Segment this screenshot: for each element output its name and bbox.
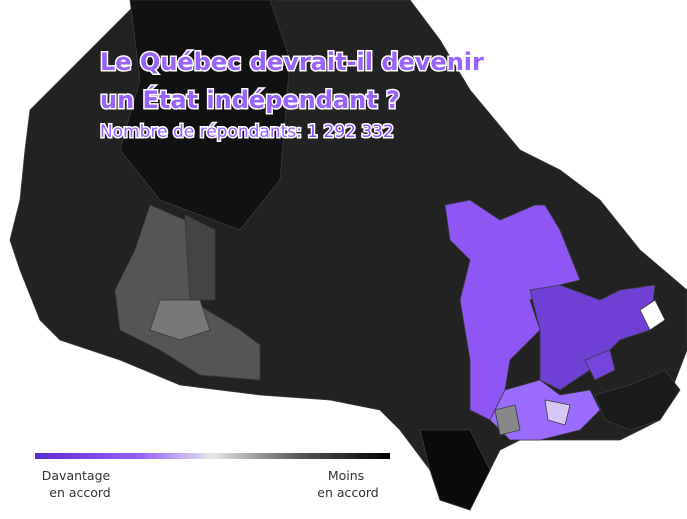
labrador-island [639,299,666,331]
title-line: un État indépendant ? [100,85,400,114]
legend-label: Moins [328,468,364,483]
ontario-south [419,429,491,511]
title-line: Le Québec devrait-il devenir [100,48,484,76]
legend-label: en accord [317,485,379,500]
subtitle: Nombre de répondants: 1 292 332 [100,122,394,142]
north-dark [119,0,291,231]
respondent-count: 1 292 332 [307,122,394,142]
subtitle-label: Nombre de répondants: [100,122,302,142]
quebec-east [529,284,656,391]
legend-label: Davantage [42,468,111,483]
quebec-gaspesie [584,349,616,381]
montreal-light [544,399,571,426]
montreal-gray [494,404,521,436]
maritimes [594,369,681,431]
canada [9,0,687,511]
prairie-mid [184,214,216,301]
legend-label: en accord [49,485,111,500]
legend-gradient [35,453,390,459]
map-shapes [9,0,687,511]
